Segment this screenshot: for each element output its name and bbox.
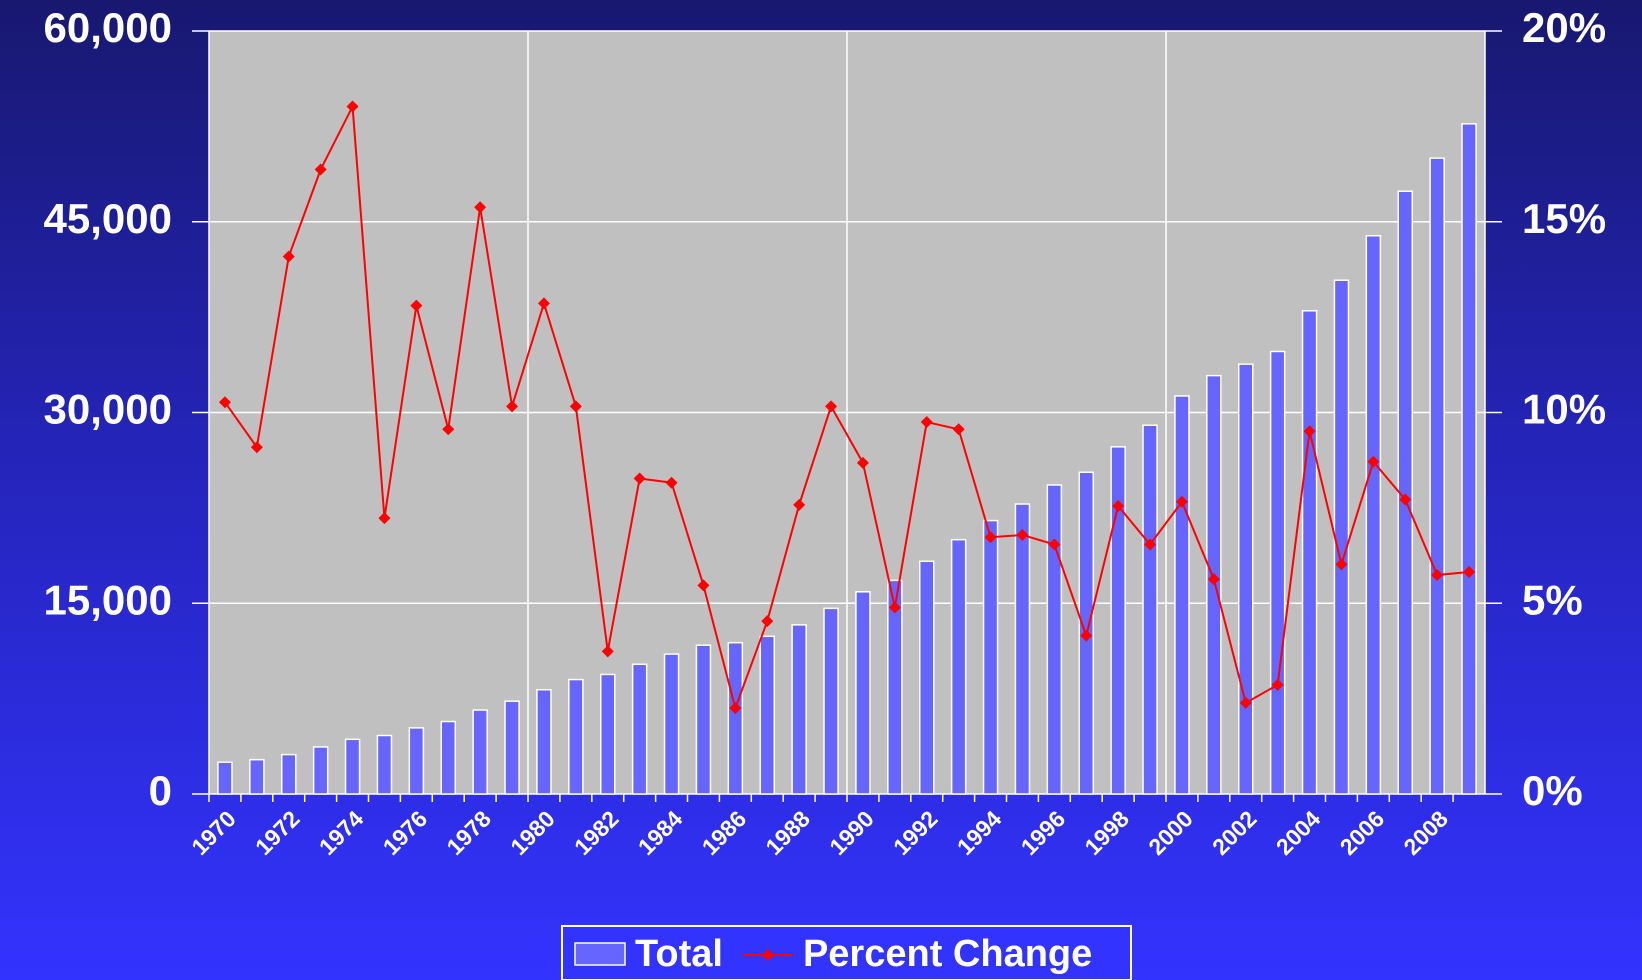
bar xyxy=(982,519,999,795)
y2-tick-label: 5% xyxy=(1522,576,1583,623)
bar xyxy=(312,746,329,795)
legend: Total Percent Change xyxy=(561,925,1132,980)
bar xyxy=(599,673,616,795)
bar xyxy=(249,758,265,795)
marker xyxy=(218,396,231,409)
bar xyxy=(217,761,233,795)
bar xyxy=(631,663,648,795)
bar xyxy=(950,538,967,795)
bar xyxy=(1429,157,1445,795)
bar xyxy=(568,678,584,795)
legend-label: Percent Change xyxy=(803,933,1092,975)
marker xyxy=(1175,495,1188,508)
bar xyxy=(408,727,425,795)
marker xyxy=(633,472,646,485)
y-tick-label: 60,000 xyxy=(44,4,172,51)
y-tick-label: 45,000 xyxy=(44,195,172,242)
marker xyxy=(856,456,869,469)
bar xyxy=(887,579,903,795)
marker xyxy=(601,645,614,658)
marker xyxy=(793,498,806,511)
marker xyxy=(378,512,391,525)
marker xyxy=(1144,538,1157,551)
y-tick-label: 0 xyxy=(149,767,172,814)
bar xyxy=(855,591,871,795)
marker xyxy=(410,299,423,312)
bar xyxy=(918,560,935,795)
y-tick-label: 30,000 xyxy=(44,386,172,433)
line xyxy=(224,102,1470,712)
marker xyxy=(569,400,582,413)
bar xyxy=(344,738,361,795)
bar xyxy=(663,653,680,795)
marker xyxy=(697,579,710,592)
marker xyxy=(984,531,997,544)
marker xyxy=(825,400,838,413)
marker xyxy=(474,201,487,214)
marker xyxy=(1303,425,1316,438)
bar xyxy=(1046,484,1063,795)
marker xyxy=(506,400,519,413)
marker xyxy=(665,476,678,489)
marker xyxy=(952,423,965,436)
bar xyxy=(1014,503,1031,795)
bar xyxy=(791,624,807,795)
marker xyxy=(346,100,359,113)
marker xyxy=(250,441,263,454)
legend-marker xyxy=(761,949,774,961)
marker xyxy=(1207,573,1220,586)
y2-tick-label: 15% xyxy=(1522,195,1606,242)
bar xyxy=(1461,123,1477,795)
bar xyxy=(1333,279,1350,795)
y2-tick-label: 0% xyxy=(1522,767,1583,814)
marker xyxy=(1080,629,1093,642)
y2-tick-label: 20% xyxy=(1522,4,1606,51)
marker xyxy=(1367,455,1380,468)
marker xyxy=(1399,493,1412,506)
marker xyxy=(1271,678,1284,691)
marker xyxy=(761,615,774,628)
marker xyxy=(1016,528,1029,541)
bar xyxy=(1142,424,1158,795)
y-tick-label: 15,000 xyxy=(44,576,172,623)
legend-label: Total xyxy=(635,933,723,975)
y2-tick-label: 10% xyxy=(1522,386,1606,433)
marker xyxy=(888,601,901,614)
bar xyxy=(1365,234,1382,795)
marker xyxy=(1239,696,1252,709)
bar xyxy=(472,709,488,795)
bar xyxy=(1110,446,1126,795)
bar xyxy=(1269,350,1286,795)
marker xyxy=(1048,538,1061,551)
bar xyxy=(536,688,552,795)
bar xyxy=(440,720,457,795)
bar xyxy=(823,607,839,795)
bar xyxy=(376,734,393,795)
legend-box xyxy=(561,925,1132,980)
marker xyxy=(1335,558,1348,571)
bar xyxy=(1237,363,1254,795)
marker xyxy=(729,702,742,715)
marker xyxy=(1112,499,1125,512)
marker xyxy=(314,163,327,176)
marker xyxy=(1463,565,1476,578)
bar xyxy=(1174,395,1190,795)
bar xyxy=(280,753,297,795)
bar xyxy=(504,700,520,795)
marker xyxy=(920,416,933,429)
marker xyxy=(1431,569,1444,582)
bar xyxy=(727,641,744,795)
bar xyxy=(759,635,776,795)
bar xyxy=(1301,310,1318,795)
marker xyxy=(442,423,455,436)
marker xyxy=(282,250,295,263)
marker xyxy=(537,297,550,310)
legend-swatch xyxy=(574,942,626,966)
bar xyxy=(695,644,712,795)
